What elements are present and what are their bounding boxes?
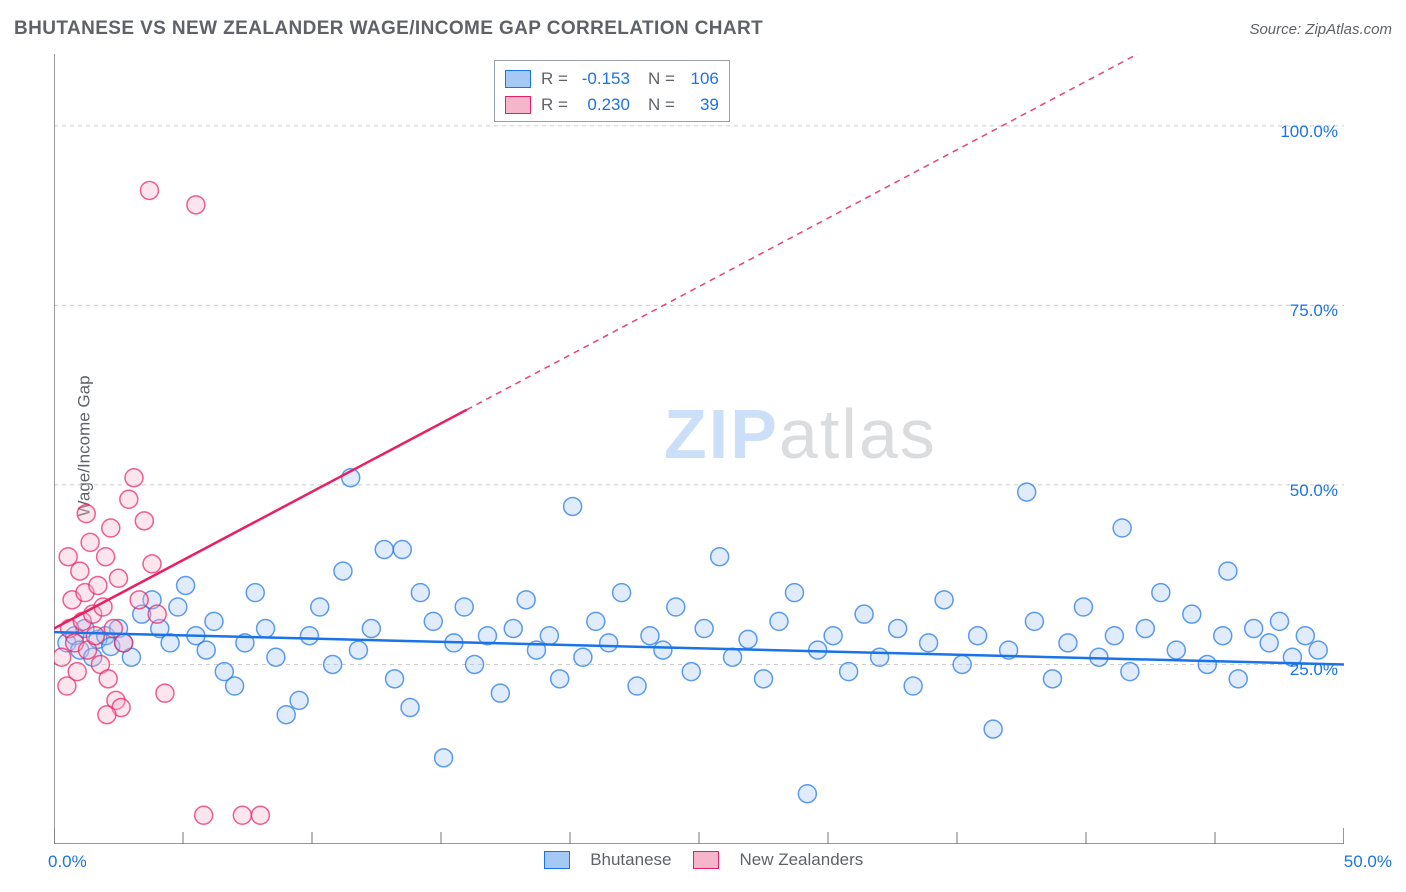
source-attribution: Source: ZipAtlas.com — [1249, 21, 1392, 38]
n-value: 106 — [675, 66, 719, 92]
r-label: R = — [541, 66, 568, 92]
y-tick-label: 100.0% — [1280, 122, 1338, 142]
n-label: N = — [648, 92, 675, 118]
stats-row: R = 0.230 N = 39 — [505, 92, 719, 118]
chart-title: BHUTANESE VS NEW ZEALANDER WAGE/INCOME G… — [14, 18, 763, 40]
chart-header: BHUTANESE VS NEW ZEALANDER WAGE/INCOME G… — [14, 18, 1392, 40]
series-swatch — [544, 851, 570, 869]
n-value: 39 — [675, 92, 719, 118]
series-swatch — [693, 851, 719, 869]
r-value: -0.153 — [568, 66, 630, 92]
r-value: 0.230 — [568, 92, 630, 118]
legend-item: New Zealanders — [693, 850, 863, 870]
legend-label: Bhutanese — [590, 850, 671, 870]
x-tick-label: 50.0% — [1344, 852, 1392, 872]
series-swatch — [505, 96, 531, 114]
series-swatch — [505, 70, 531, 88]
correlation-stats-legend: R = -0.153 N = 106 R = 0.230 N = 39 — [494, 60, 730, 122]
scatter-chart — [54, 54, 1344, 844]
y-tick-label: 25.0% — [1290, 660, 1338, 680]
series-legend: Bhutanese New Zealanders — [544, 850, 863, 870]
legend-label: New Zealanders — [739, 850, 863, 870]
plot-area: ZIPatlas R = -0.153N = 106R = 0.230N = 3… — [54, 54, 1344, 844]
y-tick-label: 50.0% — [1290, 481, 1338, 501]
x-tick-label: 0.0% — [48, 852, 87, 872]
legend-item: Bhutanese — [544, 850, 671, 870]
stats-row: R = -0.153 N = 106 — [505, 66, 719, 92]
y-tick-label: 75.0% — [1290, 301, 1338, 321]
r-label: R = — [541, 92, 568, 118]
n-label: N = — [648, 66, 675, 92]
